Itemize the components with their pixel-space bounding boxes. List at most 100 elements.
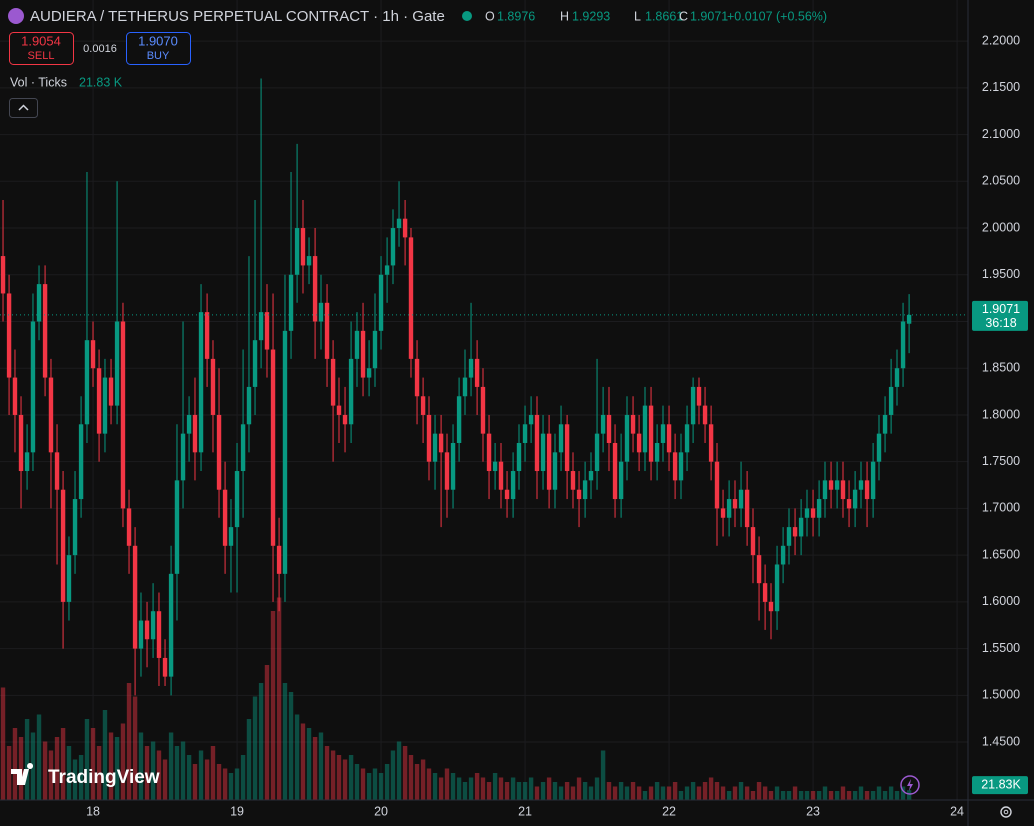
x-tick-label: 22 xyxy=(662,804,676,818)
volume-bar xyxy=(168,732,174,800)
candle-body xyxy=(708,424,714,462)
x-tick-label: 21 xyxy=(518,804,532,818)
candle-body xyxy=(444,452,450,490)
volume-bar xyxy=(366,773,372,800)
volume-bar xyxy=(906,790,912,800)
volume-bar xyxy=(612,786,618,800)
candle-body xyxy=(210,358,216,415)
settings-center[interactable] xyxy=(1003,809,1009,815)
candle-body xyxy=(516,442,522,472)
candle-body xyxy=(282,330,288,574)
volume-bar xyxy=(744,786,750,800)
candle-body xyxy=(738,489,744,509)
candle-body xyxy=(456,396,462,443)
volume-bar xyxy=(300,723,306,800)
collapse-icon[interactable] xyxy=(18,104,29,111)
candle-body xyxy=(666,424,672,453)
candle-body xyxy=(474,358,480,387)
candle-body xyxy=(36,284,42,322)
buy-button[interactable]: 1.9070 BUY xyxy=(126,32,191,65)
candle-body xyxy=(600,414,606,434)
sell-button[interactable]: 1.9054 SELL xyxy=(9,32,74,65)
volume-bar xyxy=(684,786,690,800)
volume-bar xyxy=(648,786,654,800)
candle-body xyxy=(186,414,192,434)
candle-body xyxy=(654,442,660,462)
candle-body xyxy=(180,433,186,481)
candle-body xyxy=(258,312,264,341)
candles xyxy=(0,78,912,696)
buy-box[interactable] xyxy=(126,32,191,65)
volume-bar xyxy=(510,777,516,800)
candle-body xyxy=(144,620,150,640)
volume-bar xyxy=(600,750,606,800)
candle-body xyxy=(78,424,84,500)
volume-bar xyxy=(630,782,636,800)
bolt-button[interactable] xyxy=(900,775,920,795)
candle-body xyxy=(384,265,390,275)
settings-gear[interactable] xyxy=(1000,806,1012,818)
volume-bar xyxy=(492,773,498,800)
volume-bar xyxy=(390,750,396,800)
collapse-box[interactable] xyxy=(9,98,38,118)
candle-body xyxy=(720,508,726,518)
volume-bar xyxy=(624,786,630,800)
candle-body xyxy=(240,424,246,472)
candle-body xyxy=(174,480,180,574)
volume-bar xyxy=(456,777,462,800)
y-tick-label: 1.4500 xyxy=(982,734,1020,748)
candle-body xyxy=(306,256,312,266)
volume-bar xyxy=(402,746,408,800)
volume-bar xyxy=(702,782,708,800)
volume-bar xyxy=(156,750,162,800)
volume-bar xyxy=(210,746,216,800)
candle-body xyxy=(204,312,210,359)
sell-box[interactable] xyxy=(9,32,74,65)
volume-bar xyxy=(288,692,294,800)
buy-label[interactable]: BUY xyxy=(147,50,170,62)
candle-body xyxy=(876,433,882,462)
volume-bar xyxy=(768,791,774,800)
volume-bar xyxy=(672,782,678,800)
settings-icon[interactable] xyxy=(1000,806,1012,818)
candle-body xyxy=(840,480,846,500)
volume-bar xyxy=(534,786,540,800)
volume-bar xyxy=(540,782,546,800)
candle-body xyxy=(126,508,132,546)
volume-bar xyxy=(804,791,810,800)
volume-bar xyxy=(852,791,858,800)
buy-price[interactable]: 1.9070 xyxy=(138,33,178,48)
candle-body xyxy=(540,433,546,472)
candle-body xyxy=(510,471,516,500)
volume-bar xyxy=(384,764,390,800)
ohlc-value: 1.8661 xyxy=(645,9,683,23)
volume-bar xyxy=(330,750,336,800)
candle-body xyxy=(792,527,798,537)
volume-bar xyxy=(72,759,78,800)
candle-body xyxy=(132,545,138,649)
sell-label[interactable]: SELL xyxy=(28,50,55,62)
y-tick-label: 2.0000 xyxy=(982,220,1020,234)
candle-body xyxy=(420,396,426,415)
axes: 1.4500 1.5000 1.5500 1.6000 1.6500 1.7000 1.75… xyxy=(86,33,1020,818)
bolt-icon[interactable] xyxy=(907,779,913,791)
volume-bar xyxy=(546,777,552,800)
candle-body xyxy=(66,555,72,602)
volume-bar xyxy=(894,791,900,800)
volume-bar xyxy=(858,786,864,800)
sell-price[interactable]: 1.9054 xyxy=(21,33,61,48)
candle-body xyxy=(648,405,654,462)
volume-bar xyxy=(480,777,486,800)
volume-bar xyxy=(12,728,18,800)
volume-bar xyxy=(102,710,108,800)
y-tick-label: 1.8500 xyxy=(982,361,1020,375)
volume-bar xyxy=(516,782,522,800)
ohlc-value: 1.9071 xyxy=(690,9,728,23)
volume-bar xyxy=(282,683,288,800)
candle-body xyxy=(768,601,774,612)
candle-body xyxy=(120,321,126,509)
volume-bar xyxy=(42,741,48,800)
bolt-circle[interactable] xyxy=(900,775,920,795)
volume-bar xyxy=(174,746,180,800)
collapse-button[interactable] xyxy=(9,98,38,118)
